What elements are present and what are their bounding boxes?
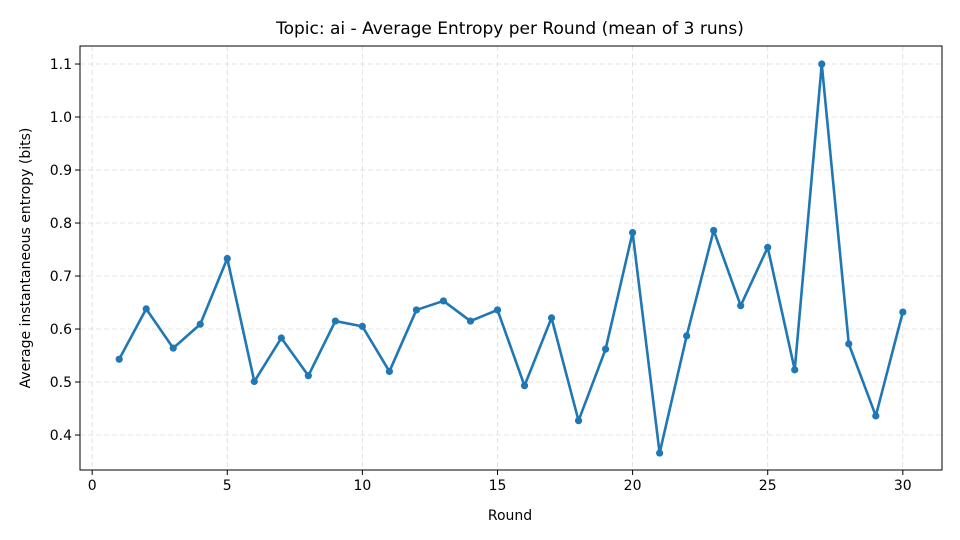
x-tick-label: 10 bbox=[353, 478, 371, 494]
data-point bbox=[304, 372, 312, 380]
y-tick-label: 0.8 bbox=[50, 216, 72, 232]
data-point bbox=[737, 302, 745, 310]
series-line bbox=[117, 62, 905, 455]
grid bbox=[80, 46, 942, 470]
data-point bbox=[574, 417, 583, 425]
data-point bbox=[764, 243, 772, 251]
x-tick-label: 20 bbox=[624, 478, 642, 494]
y-axis-title: Average instantaneous entropy (bits) bbox=[18, 128, 34, 389]
y-tick-label: 1.0 bbox=[50, 110, 72, 126]
data-point bbox=[439, 297, 448, 305]
data-point bbox=[142, 305, 150, 313]
data-point bbox=[520, 382, 529, 390]
x-tick-label: 5 bbox=[223, 478, 232, 494]
y-tick-label: 0.7 bbox=[50, 269, 72, 285]
data-point bbox=[683, 332, 691, 340]
data-point bbox=[628, 228, 637, 237]
x-tick-label: 15 bbox=[489, 478, 507, 494]
data-point bbox=[358, 322, 366, 330]
data-point bbox=[872, 412, 880, 420]
x-axis-title: Round bbox=[488, 508, 532, 524]
x-tick-label: 25 bbox=[759, 478, 777, 494]
data-point bbox=[331, 317, 339, 325]
data-point bbox=[845, 340, 853, 348]
data-point bbox=[169, 344, 177, 352]
data-point bbox=[656, 449, 664, 457]
series-layer bbox=[115, 60, 907, 457]
y-tick-label: 0.9 bbox=[50, 163, 72, 179]
y-tick-label: 0.4 bbox=[50, 428, 72, 444]
y-tick-label: 1.1 bbox=[50, 57, 72, 73]
data-point bbox=[250, 377, 258, 386]
data-point bbox=[223, 254, 231, 263]
plot-frame bbox=[79, 45, 943, 471]
x-tick-label: 30 bbox=[894, 478, 912, 494]
y-tick-label: 0.6 bbox=[50, 322, 72, 338]
data-point bbox=[466, 317, 475, 325]
data-point bbox=[412, 306, 421, 314]
data-point bbox=[115, 355, 123, 363]
data-point bbox=[196, 320, 204, 328]
y-tick-label: 0.5 bbox=[50, 375, 72, 391]
data-point bbox=[277, 334, 285, 342]
data-point bbox=[601, 345, 610, 353]
data-point bbox=[493, 306, 502, 314]
data-point bbox=[818, 60, 826, 68]
data-point bbox=[710, 226, 718, 235]
axes-ticks: 0 5 10 15 20 25 30 0.4 0.5 0.6 0.7 0.8 0.9 1.0 1.1 bbox=[50, 57, 912, 494]
chart-title: Topic: ai - Average Entropy per Round (m… bbox=[275, 19, 744, 39]
data-point bbox=[385, 367, 394, 376]
data-point bbox=[899, 308, 907, 316]
data-point bbox=[791, 366, 799, 374]
x-tick-label: 0 bbox=[88, 478, 97, 494]
data-point bbox=[547, 314, 556, 322]
